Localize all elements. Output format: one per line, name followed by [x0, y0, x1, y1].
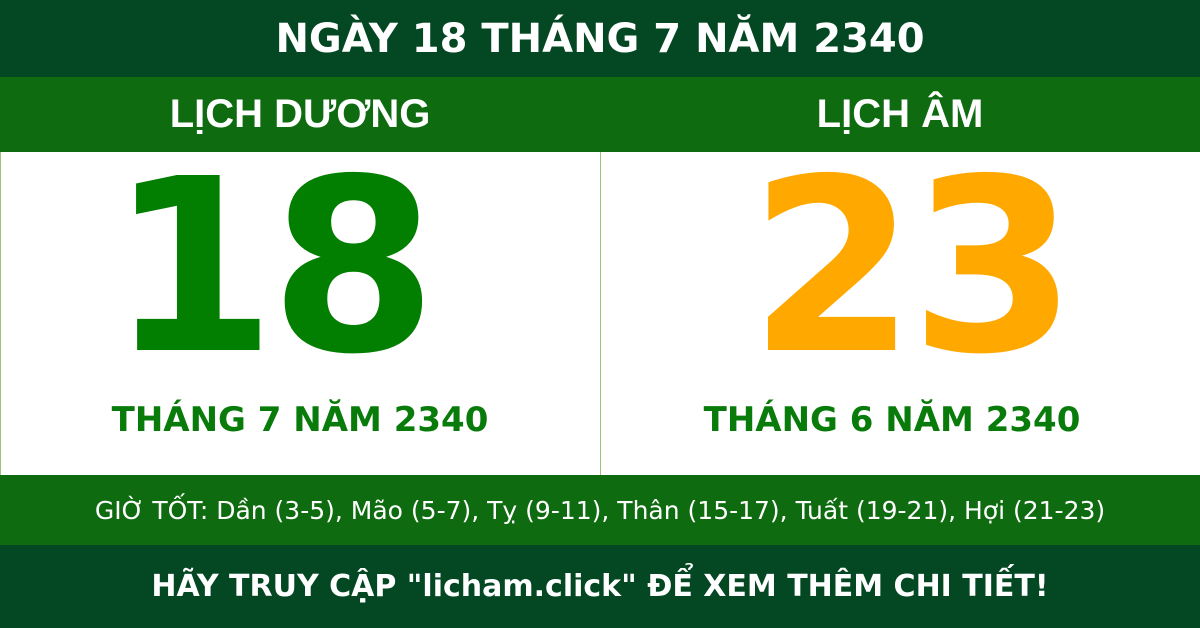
footer-cta: HÃY TRUY CẬP "licham.click" ĐỂ XEM THÊM …: [0, 545, 1200, 628]
page-title: NGÀY 18 THÁNG 7 NĂM 2340: [0, 0, 1200, 77]
lunar-month-year: THÁNG 6 NĂM 2340: [703, 400, 1081, 440]
divider: [600, 152, 601, 475]
calendar-headers: LỊCH DƯƠNG LỊCH ÂM: [0, 77, 1200, 152]
solar-calendar-label: LỊCH DƯƠNG: [169, 92, 431, 136]
left-border: [0, 152, 1, 475]
good-hours: GIỜ TỐT: Dần (3-5), Mão (5-7), Tỵ (9-11)…: [0, 475, 1200, 545]
calendar-body: 18 23 THÁNG 7 NĂM 2340 THÁNG 6 NĂM 2340: [0, 147, 1200, 475]
lunar-calendar-label: LỊCH ÂM: [816, 92, 984, 136]
solar-day: 18: [109, 127, 437, 407]
solar-month-year: THÁNG 7 NĂM 2340: [111, 400, 489, 440]
lunar-day: 23: [749, 127, 1077, 407]
